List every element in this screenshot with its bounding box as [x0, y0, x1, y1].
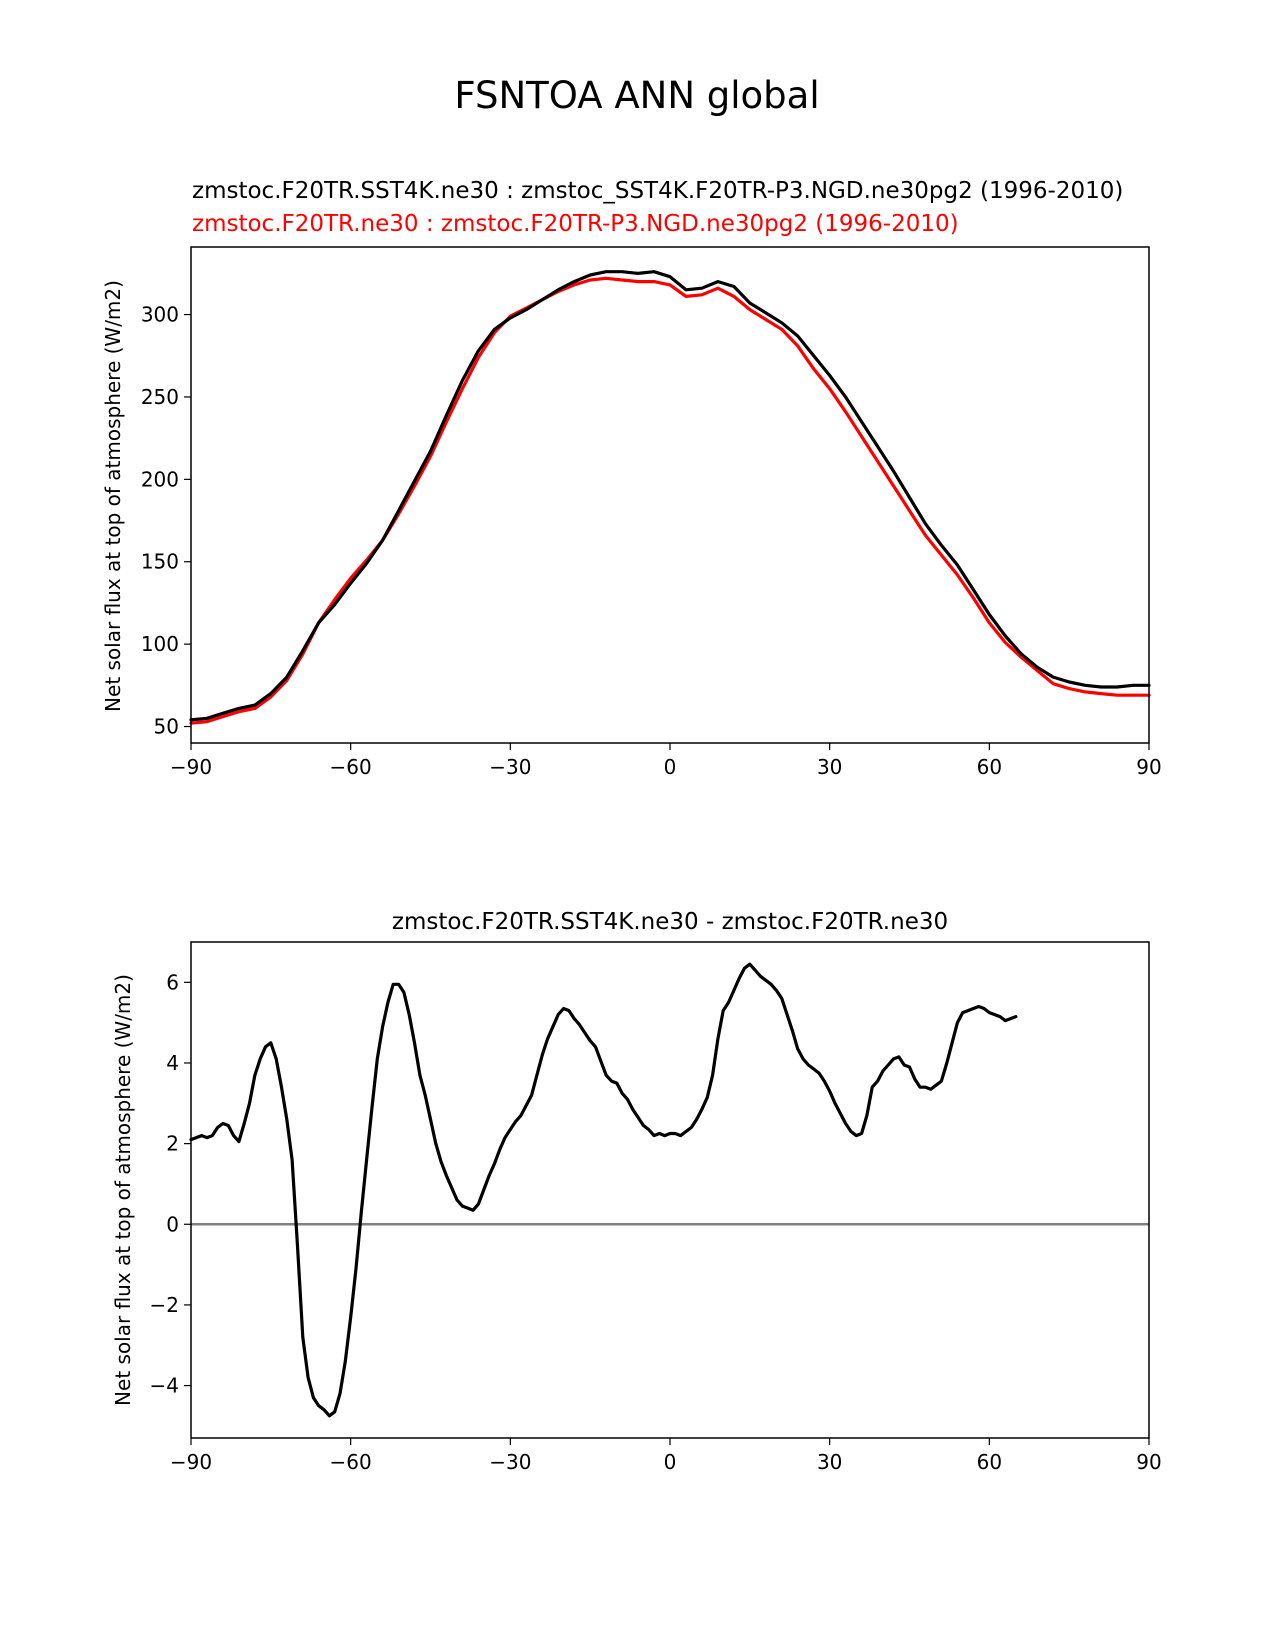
top-panel-frame	[190, 246, 1150, 744]
figure-title: FSNTOA ANN global	[454, 74, 819, 117]
bottom-panel-y-axis-label: Net solar flux at top of atmosphere (W/m…	[111, 974, 135, 1406]
top-panel-y-tick-label: 250	[141, 385, 179, 409]
top-panel-x-tick-label: 0	[664, 755, 677, 779]
top-panel-x-tick-label: −90	[170, 755, 212, 779]
top-panel: zmstoc.F20TR.SST4K.ne30 : zmstoc_SST4K.F…	[101, 178, 1162, 779]
bottom-panel-series-line-test	[189, 962, 1018, 1418]
top-panel-x-tick-label: −30	[489, 755, 531, 779]
top-panel-y-tick-label: 200	[141, 467, 179, 491]
bottom-panel-y-tick-label: −2	[150, 1293, 179, 1317]
top-panel-x-tick-label: 60	[977, 755, 1002, 779]
bottom-panel-x-tick-label: −90	[170, 1450, 212, 1474]
top-panel-series-line-ref	[189, 276, 1151, 725]
top-panel-series-line-test	[189, 270, 1151, 722]
bottom-panel-x-tick-label: −30	[489, 1450, 531, 1474]
bottom-panel-title: zmstoc.F20TR.SST4K.ne30 - zmstoc.F20TR.n…	[392, 909, 948, 935]
top-panel-title-test: zmstoc.F20TR.SST4K.ne30 : zmstoc_SST4K.F…	[192, 178, 1123, 204]
top-panel-y-axis-label: Net solar flux at top of atmosphere (W/m…	[101, 280, 125, 712]
top-panel-title-ref: zmstoc.F20TR.ne30 : zmstoc.F20TR-P3.NGD.…	[192, 211, 959, 237]
bottom-panel-x-tick-label: 90	[1136, 1450, 1161, 1474]
bottom-panel-y-tick-label: 4	[166, 1051, 179, 1075]
bottom-panel-frame	[190, 941, 1150, 1439]
bottom-panel-y-tick-label: 6	[166, 970, 179, 994]
top-panel-y-tick-label: 300	[141, 303, 179, 327]
top-panel-y-tick-label: 150	[141, 550, 179, 574]
bottom-panel-y-tick-label: −4	[150, 1374, 179, 1398]
top-panel-y-tick-label: 50	[154, 715, 179, 739]
top-panel-x-tick-label: 30	[817, 755, 842, 779]
bottom-panel-x-tick-label: 0	[664, 1450, 677, 1474]
bottom-panel-plot-area: −90 −60 −30 0 30 60 90 −4 −2 0 2 4 6	[150, 962, 1162, 1474]
bottom-panel-y-tick-label: 2	[166, 1132, 179, 1156]
bottom-panel-x-tick-label: 60	[977, 1450, 1002, 1474]
bottom-panel-x-tick-label: −60	[330, 1450, 372, 1474]
top-panel-x-tick-label: 90	[1136, 755, 1161, 779]
top-panel-plot-area: −90 −60 −30 0 30 60 90 50 100 150 200 250 300	[141, 270, 1162, 779]
top-panel-x-tick-label: −60	[330, 755, 372, 779]
bottom-panel-y-tick-label: 0	[166, 1212, 179, 1236]
bottom-panel-x-tick-label: 30	[817, 1450, 842, 1474]
bottom-panel: zmstoc.F20TR.SST4K.ne30 - zmstoc.F20TR.n…	[111, 909, 1162, 1474]
top-panel-y-tick-label: 100	[141, 632, 179, 656]
